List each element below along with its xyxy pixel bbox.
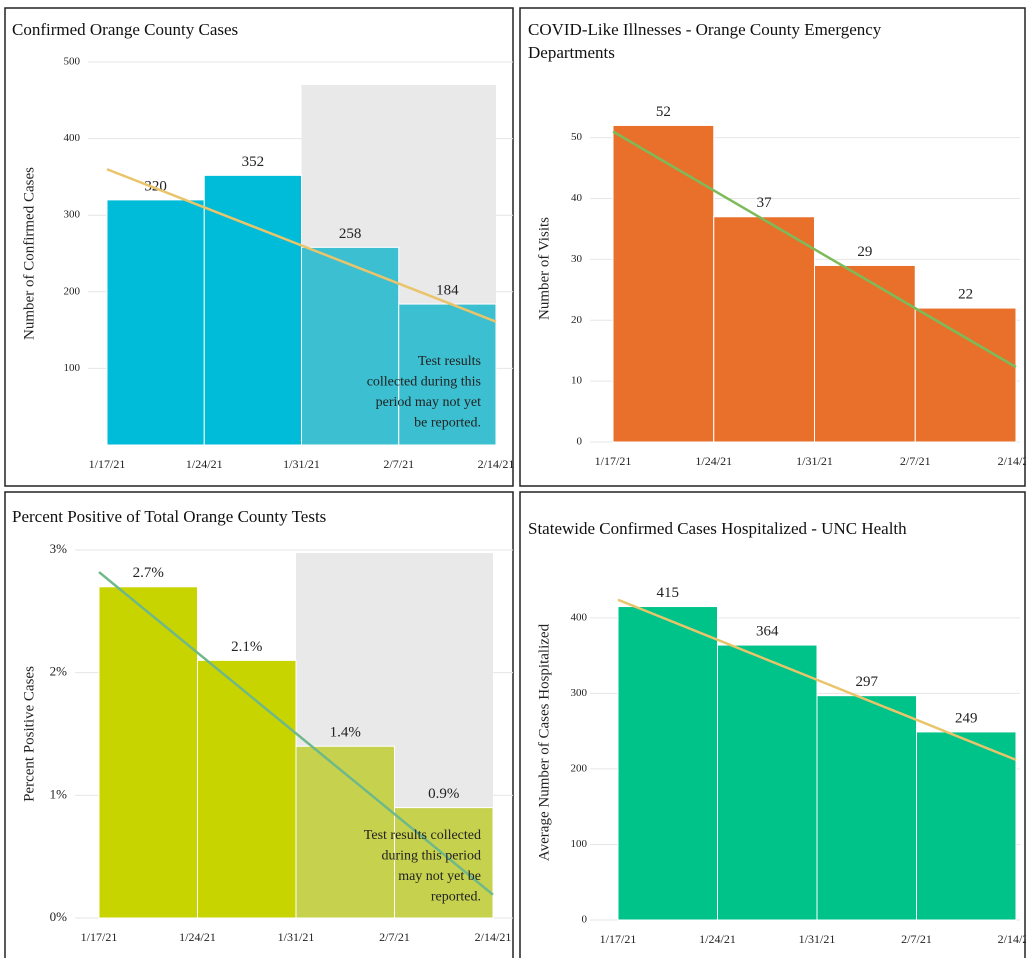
x-tick-label: 2/14/21 [998, 454, 1026, 468]
x-tick-label: 1/24/21 [695, 454, 732, 468]
annotation: reported. [431, 890, 481, 905]
data-label: 415 [657, 585, 680, 601]
data-label: 52 [656, 104, 671, 120]
x-tick-label: 2/7/21 [379, 930, 410, 944]
data-label: 2.1% [231, 639, 262, 655]
trend-line [612, 130, 1017, 369]
annotation: Test results collected [364, 828, 481, 843]
bar [713, 216, 815, 443]
y-tick-label: 1% [50, 786, 68, 801]
x-tick-label: 2/14/21 [478, 457, 515, 471]
annotation: period may not yet [376, 395, 481, 410]
bar [106, 199, 205, 446]
x-tick-label: 1/17/21 [595, 454, 632, 468]
y-tick-label: 3% [50, 541, 68, 556]
bar [398, 303, 497, 446]
x-tick-label: 1/31/21 [283, 457, 320, 471]
data-label: 258 [339, 226, 362, 242]
y-tick-label: 30 [571, 253, 583, 265]
y-tick-label: 0 [582, 914, 588, 926]
x-tick-label: 1/17/21 [81, 930, 118, 944]
bar [197, 659, 297, 919]
y-tick-label: 400 [571, 611, 588, 623]
x-tick-label: 1/17/21 [89, 457, 126, 471]
trend-line [617, 598, 1017, 762]
y-tick-label: 200 [571, 762, 588, 774]
y-axis-label: Number of Confirmed Cases [21, 167, 37, 340]
x-tick-label: 1/31/21 [799, 932, 836, 946]
panel-border [519, 7, 1026, 487]
chart-title: Percent Positive of Total Orange County … [12, 507, 327, 526]
chart-title: Statewide Confirmed Cases Hospitalized -… [528, 519, 907, 538]
y-tick-label: 40 [571, 192, 583, 204]
bar [617, 606, 718, 921]
annotation: during this period [381, 849, 481, 864]
x-tick-label: 1/24/21 [186, 457, 223, 471]
x-tick-label: 1/24/21 [179, 930, 216, 944]
y-axis-label: Percent Positive Cases [21, 666, 37, 802]
x-tick-label: 1/31/21 [278, 930, 315, 944]
x-tick-label: 2/14/21 [998, 932, 1026, 946]
data-label: 297 [856, 674, 879, 690]
annotation: collected during this [367, 375, 481, 390]
bar [816, 695, 917, 921]
data-label: 1.4% [330, 725, 361, 741]
y-tick-label: 500 [64, 56, 81, 68]
x-tick-label: 2/7/21 [901, 932, 932, 946]
y-tick-label: 0 [577, 436, 583, 448]
bar [916, 731, 1017, 921]
y-tick-label: 20 [571, 314, 583, 326]
data-label: 0.9% [428, 786, 459, 802]
x-tick-label: 2/7/21 [900, 454, 931, 468]
panel-border [519, 491, 1026, 958]
x-tick-label: 2/14/21 [475, 930, 512, 944]
x-tick-label: 2/7/21 [383, 457, 414, 471]
data-label: 184 [436, 282, 459, 298]
y-tick-label: 0% [50, 909, 68, 924]
y-tick-label: 100 [571, 838, 588, 850]
x-tick-label: 1/31/21 [796, 454, 833, 468]
y-tick-label: 50 [571, 131, 583, 143]
bar [394, 807, 494, 919]
trend-line [106, 168, 497, 323]
bar [203, 174, 302, 446]
x-tick-label: 1/17/21 [600, 932, 637, 946]
panel-border [4, 491, 514, 958]
annotation: be reported. [414, 416, 481, 431]
y-tick-label: 200 [64, 285, 81, 297]
y-axis-label: Average Number of Cases Hospitalized [536, 623, 552, 861]
bar [914, 307, 1017, 443]
chart-title: Confirmed Orange County Cases [12, 20, 239, 39]
bar [814, 264, 916, 443]
y-tick-label: 2% [50, 664, 68, 679]
data-label: 352 [242, 154, 265, 170]
data-label: 2.7% [133, 565, 164, 581]
y-tick-label: 400 [64, 132, 81, 144]
trend-line [98, 571, 494, 896]
y-axis-label: Number of Visits [536, 217, 552, 320]
y-tick-label: 300 [571, 687, 588, 699]
data-label: 364 [756, 624, 779, 640]
bar [98, 586, 198, 919]
data-label: 249 [955, 710, 978, 726]
data-label: 29 [857, 244, 872, 260]
chart-title: COVID-Like Illnesses - Orange County Eme… [528, 20, 882, 62]
bar [612, 124, 715, 443]
y-tick-label: 100 [64, 362, 81, 374]
bar [301, 246, 400, 446]
data-label: 22 [958, 287, 973, 303]
y-tick-label: 300 [64, 209, 81, 221]
bar [717, 644, 818, 921]
annotation: Test results [418, 354, 481, 369]
y-tick-label: 10 [571, 375, 583, 387]
data-label: 37 [757, 195, 773, 211]
annotation: may not yet be [398, 869, 481, 884]
panel-border [4, 7, 514, 487]
x-tick-label: 1/24/21 [699, 932, 736, 946]
